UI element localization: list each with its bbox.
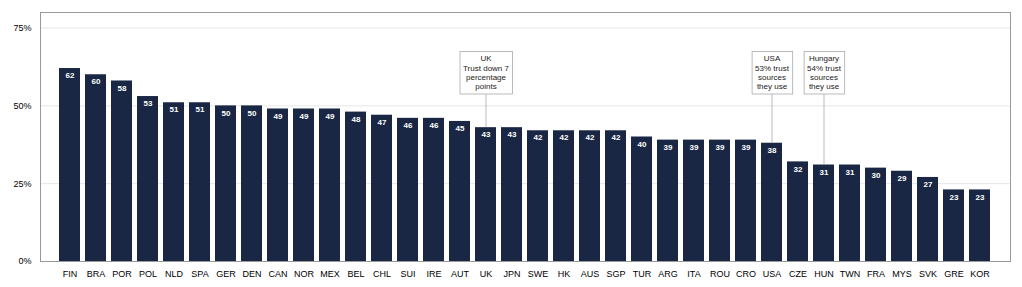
svg-text:GER: GER — [216, 269, 236, 279]
svg-text:53: 53 — [144, 99, 153, 108]
svg-text:46: 46 — [404, 121, 413, 130]
svg-text:60: 60 — [92, 77, 101, 86]
svg-text:SWE: SWE — [528, 269, 549, 279]
svg-text:31: 31 — [846, 168, 855, 177]
svg-text:HUN: HUN — [814, 269, 834, 279]
svg-text:DEN: DEN — [242, 269, 261, 279]
svg-text:CAN: CAN — [268, 269, 287, 279]
svg-text:23: 23 — [976, 193, 985, 202]
svg-text:46: 46 — [430, 121, 439, 130]
svg-text:30: 30 — [872, 171, 881, 180]
svg-text:CRO: CRO — [736, 269, 756, 279]
svg-text:75%: 75% — [13, 23, 31, 33]
svg-text:KOR: KOR — [970, 269, 990, 279]
svg-text:42: 42 — [534, 133, 543, 142]
svg-text:USA53% trustsourcesthey use: USA53% trustsourcesthey use — [755, 54, 790, 91]
svg-text:SVK: SVK — [919, 269, 937, 279]
svg-text:27: 27 — [924, 180, 933, 189]
svg-text:29: 29 — [898, 174, 907, 183]
svg-text:49: 49 — [274, 112, 283, 121]
svg-text:AUS: AUS — [581, 269, 600, 279]
svg-text:IRE: IRE — [426, 269, 441, 279]
svg-text:25%: 25% — [13, 179, 31, 189]
svg-text:23: 23 — [950, 193, 959, 202]
svg-text:UKTrust down 7percentagepoints: UKTrust down 7percentagepoints — [463, 54, 509, 91]
svg-text:51: 51 — [170, 105, 179, 114]
svg-text:45: 45 — [456, 124, 465, 133]
svg-text:TUR: TUR — [633, 269, 652, 279]
svg-text:48: 48 — [352, 115, 361, 124]
svg-text:BEL: BEL — [347, 269, 364, 279]
svg-text:MYS: MYS — [892, 269, 912, 279]
svg-text:50: 50 — [222, 109, 231, 118]
svg-text:SGP: SGP — [606, 269, 625, 279]
svg-text:AUT: AUT — [451, 269, 470, 279]
svg-text:POR: POR — [112, 269, 132, 279]
svg-text:43: 43 — [482, 130, 491, 139]
svg-text:ARG: ARG — [658, 269, 678, 279]
svg-text:39: 39 — [690, 143, 699, 152]
svg-text:39: 39 — [716, 143, 725, 152]
svg-text:HK: HK — [558, 269, 571, 279]
svg-text:40: 40 — [638, 140, 647, 149]
svg-text:31: 31 — [820, 168, 829, 177]
svg-text:0%: 0% — [18, 256, 31, 266]
svg-text:38: 38 — [768, 146, 777, 155]
svg-text:ITA: ITA — [687, 269, 700, 279]
svg-text:NOR: NOR — [294, 269, 315, 279]
svg-text:42: 42 — [560, 133, 569, 142]
svg-text:UK: UK — [480, 269, 493, 279]
svg-text:39: 39 — [742, 143, 751, 152]
svg-text:50%: 50% — [13, 101, 31, 111]
svg-text:49: 49 — [300, 112, 309, 121]
svg-text:NLD: NLD — [165, 269, 184, 279]
svg-text:39: 39 — [664, 143, 673, 152]
svg-text:CZE: CZE — [789, 269, 807, 279]
svg-text:50: 50 — [248, 109, 257, 118]
svg-text:ROU: ROU — [710, 269, 730, 279]
svg-text:42: 42 — [612, 133, 621, 142]
svg-text:32: 32 — [794, 165, 803, 174]
svg-text:58: 58 — [118, 84, 127, 93]
svg-text:42: 42 — [586, 133, 595, 142]
svg-text:GRE: GRE — [944, 269, 964, 279]
svg-text:BRA: BRA — [87, 269, 106, 279]
svg-text:SUI: SUI — [400, 269, 415, 279]
svg-text:MEX: MEX — [320, 269, 340, 279]
svg-text:Hungary54% trustsourcesthey us: Hungary54% trustsourcesthey use — [807, 54, 842, 91]
svg-text:POL: POL — [139, 269, 157, 279]
svg-text:JPN: JPN — [503, 269, 520, 279]
svg-text:USA: USA — [763, 269, 782, 279]
svg-text:62: 62 — [66, 71, 75, 80]
svg-text:FIN: FIN — [63, 269, 78, 279]
svg-text:51: 51 — [196, 105, 205, 114]
svg-text:49: 49 — [326, 112, 335, 121]
svg-text:FRA: FRA — [867, 269, 885, 279]
svg-text:47: 47 — [378, 118, 387, 127]
svg-text:CHL: CHL — [373, 269, 391, 279]
svg-text:43: 43 — [508, 130, 517, 139]
svg-text:TWN: TWN — [840, 269, 861, 279]
svg-text:SPA: SPA — [191, 269, 208, 279]
